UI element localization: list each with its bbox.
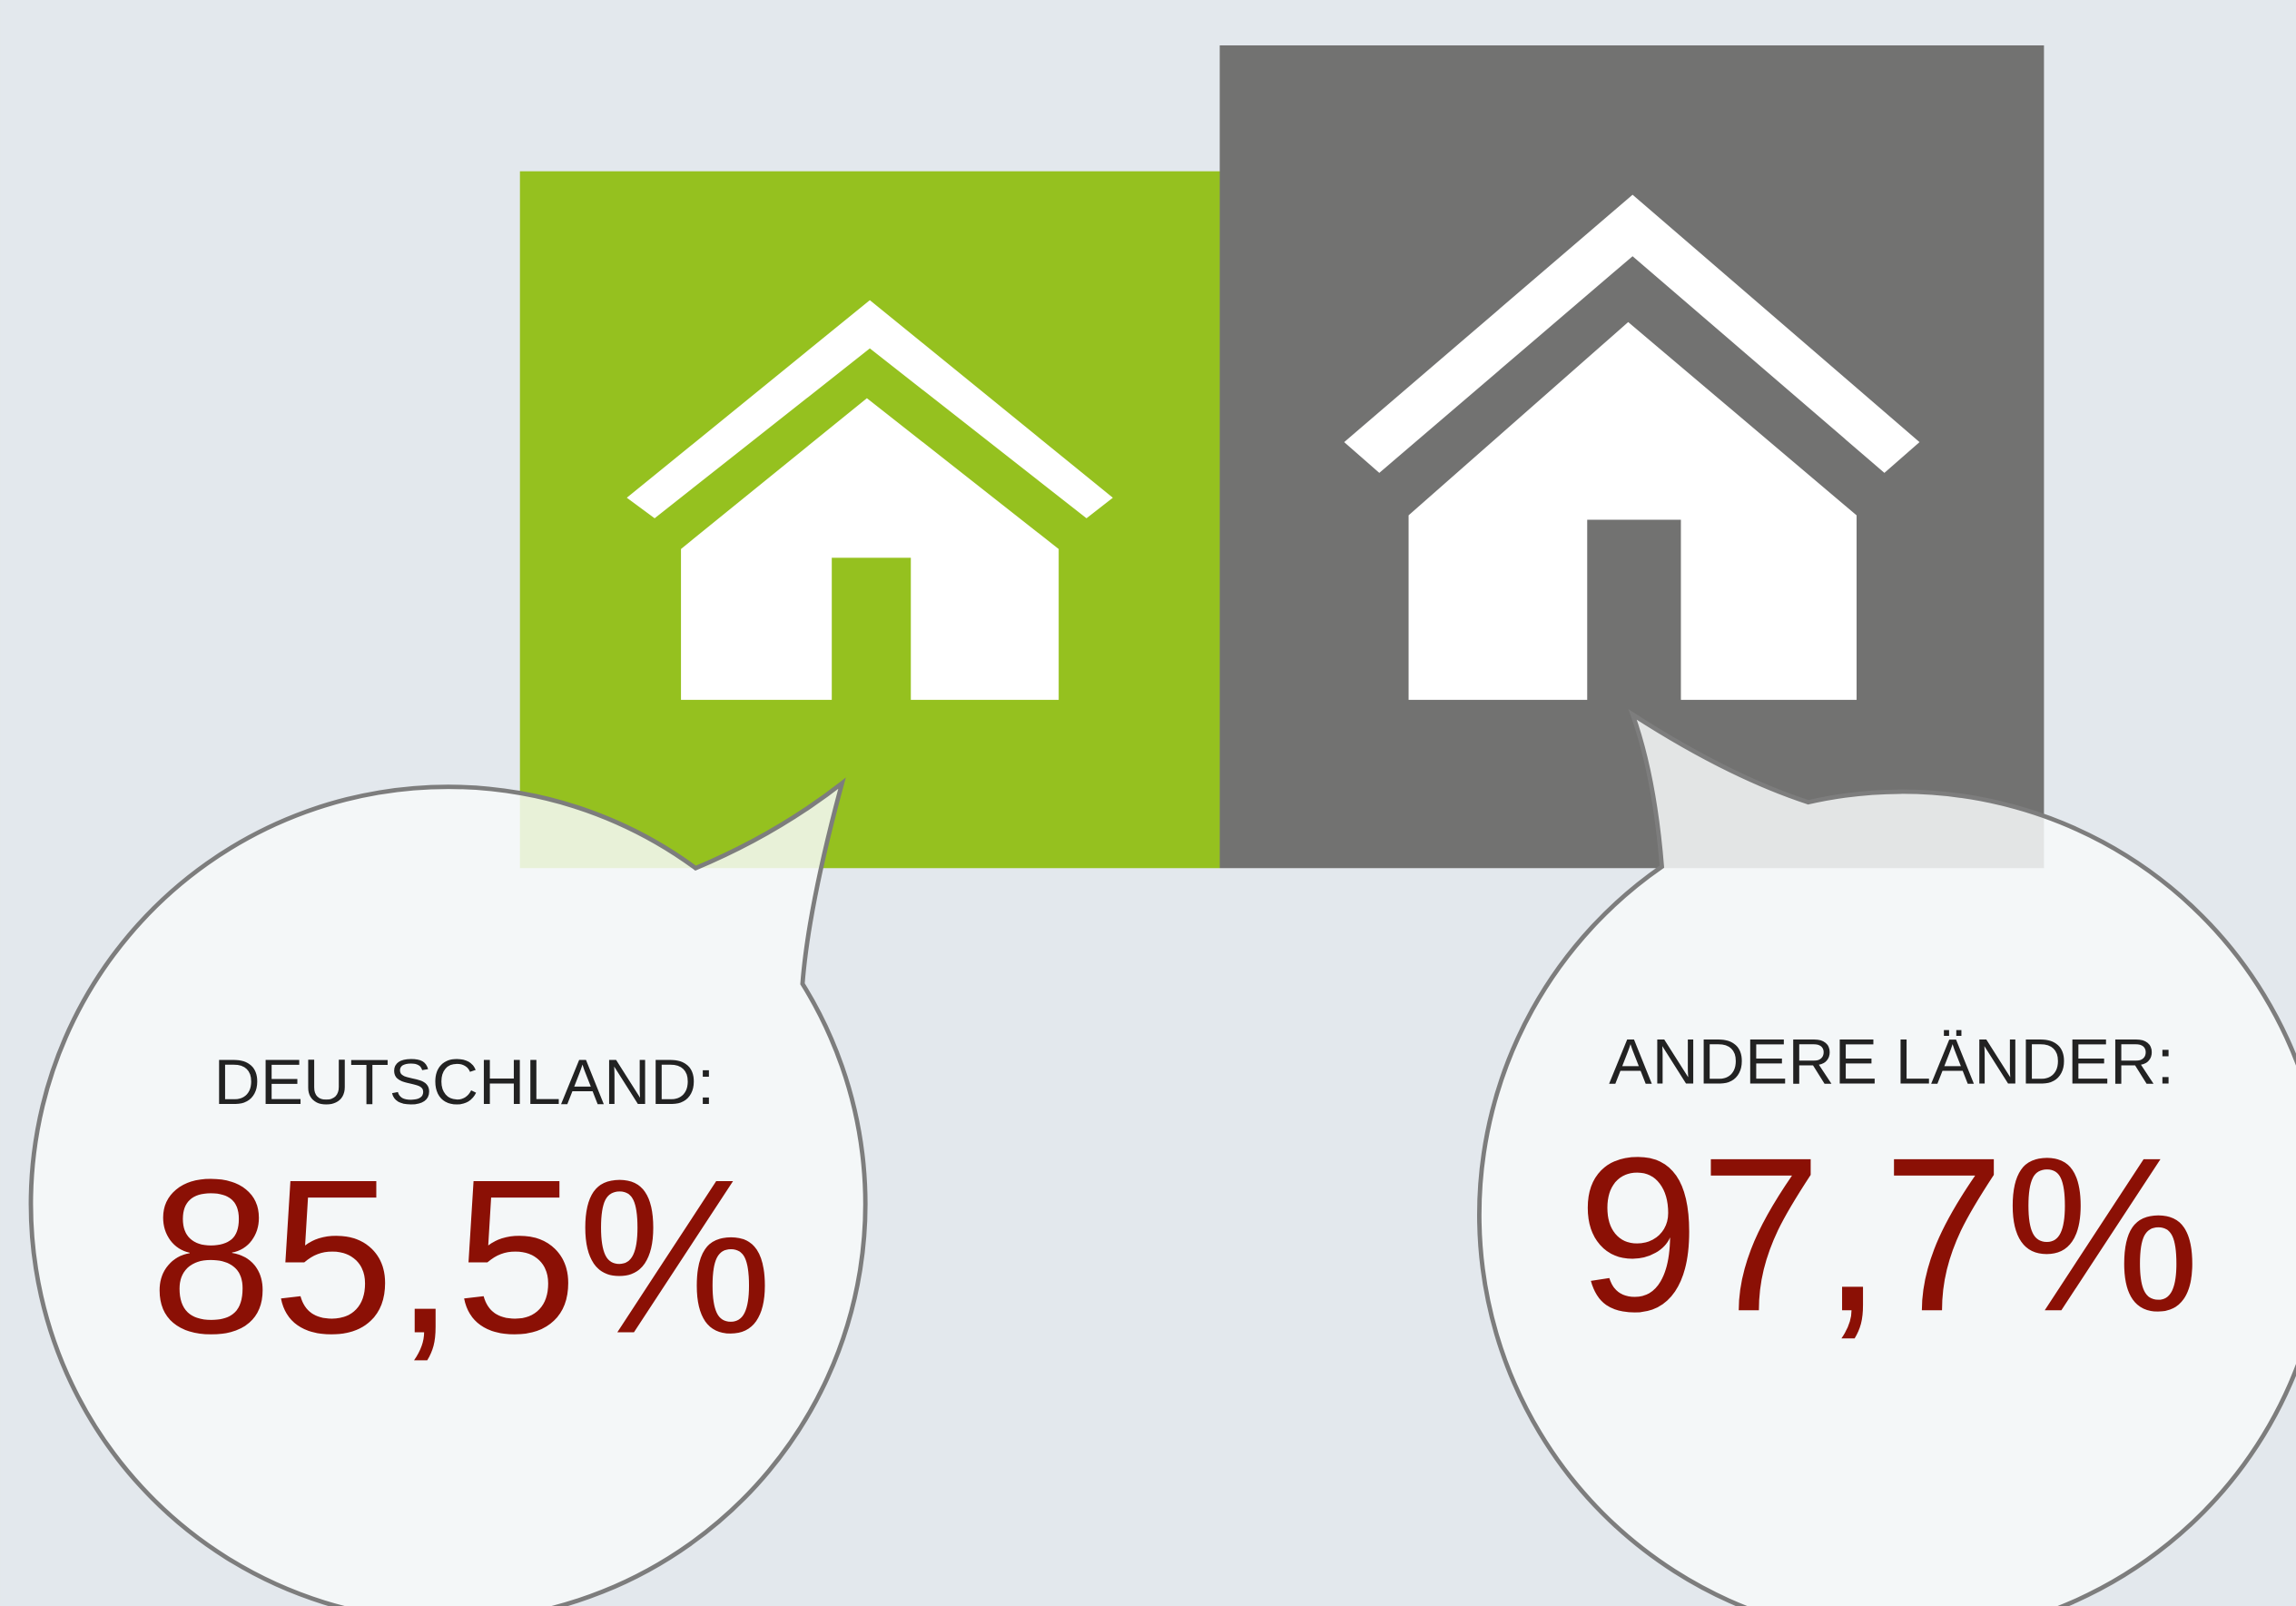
speech-bubble — [28, 777, 868, 1606]
house-icon-green — [626, 300, 1113, 700]
bubble-value: 85,5% — [150, 1134, 773, 1379]
bubble-label: ANDERE LÄNDER: — [1609, 1026, 2174, 1098]
bubble-value: 97,7% — [1578, 1112, 2201, 1357]
bubble-label: DEUTSCHLAND: — [214, 1047, 715, 1118]
speech-bubble — [1476, 709, 2296, 1606]
house-icon-gray — [1344, 194, 1920, 700]
